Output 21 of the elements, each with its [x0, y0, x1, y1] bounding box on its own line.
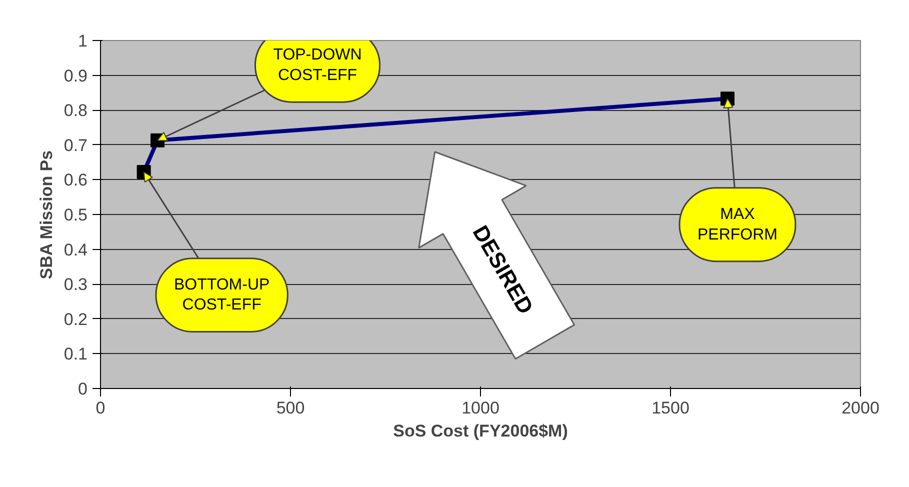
x-axis-title: SoS Cost (FY2006$M) — [393, 422, 568, 440]
x-tick-label: 1000 — [462, 398, 500, 418]
y-tick-label: 0.7 — [64, 136, 88, 155]
y-tick-label: 0 — [78, 380, 88, 398]
y-tick-label: 0.9 — [64, 66, 88, 86]
x-tick-label: 500 — [276, 398, 305, 418]
x-tick-label: 2000 — [842, 398, 880, 418]
y-axis-title: SBA Mission Ps — [36, 150, 56, 280]
annotation: TOP-DOWN COST-EFF — [273, 46, 362, 84]
y-tick-label: 0.8 — [64, 101, 88, 120]
y-tick-label: 0.4 — [64, 240, 88, 260]
y-tick-label: 0.1 — [64, 344, 88, 364]
y-tick-label: 0.6 — [64, 170, 88, 190]
x-tick-label: 0 — [96, 398, 106, 418]
y-tick-label: 0.2 — [64, 310, 88, 329]
x-tick-label: 1500 — [652, 398, 690, 418]
annotation: BOTTOM-UP COST-EFF — [174, 276, 270, 314]
y-tick-label: 0.3 — [64, 275, 88, 294]
y-tick-label: 1 — [78, 32, 88, 50]
y-tick-label: 0.5 — [64, 206, 88, 224]
annotation: MAX PERFORM — [698, 206, 778, 244]
